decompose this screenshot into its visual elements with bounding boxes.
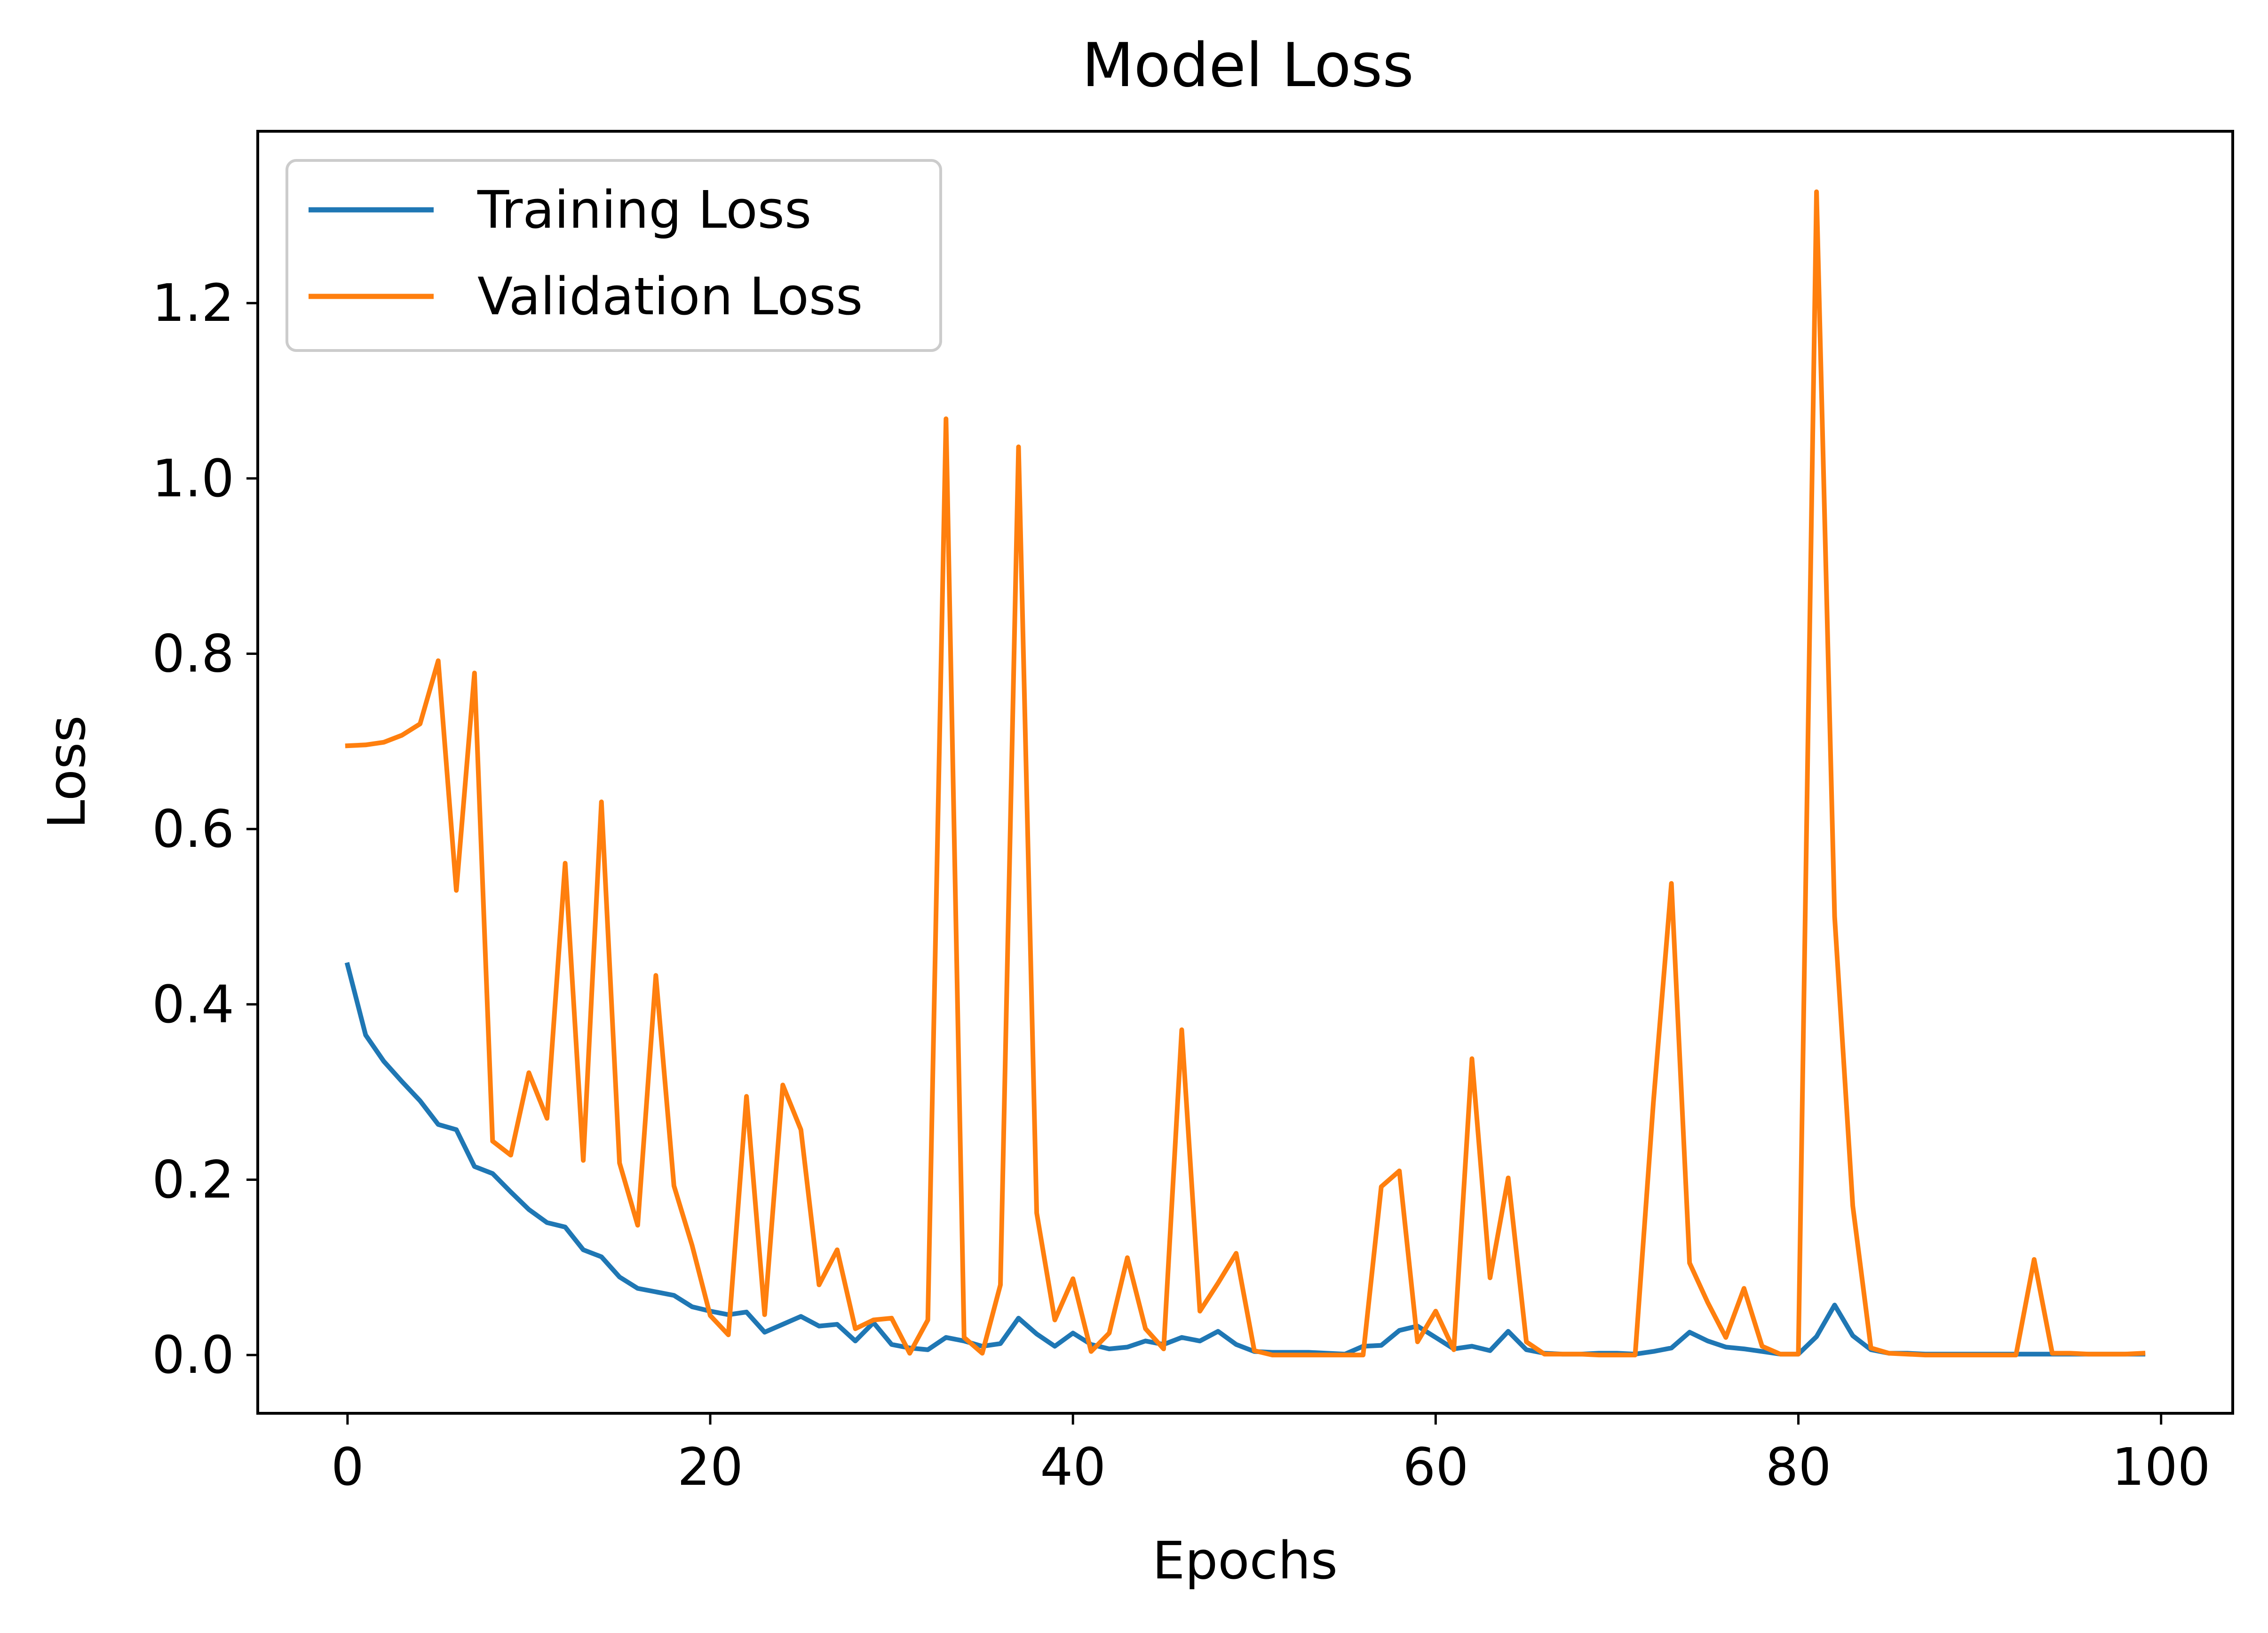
y-axis-label: Loss: [37, 715, 97, 828]
plot-area: [344, 189, 2146, 1358]
x-axis-label: Epochs: [1152, 1530, 1338, 1591]
y-tick-label: 1.2: [152, 273, 234, 333]
x-tick-label: 20: [677, 1437, 743, 1497]
y-tick-label: 0.4: [152, 974, 234, 1035]
series-line-training-loss: [344, 962, 2146, 1357]
x-tick-label: 40: [1040, 1437, 1106, 1497]
legend-label-validation: Validation Loss: [477, 266, 863, 327]
legend-box: [285, 159, 942, 352]
legend: Training Loss Validation Loss: [285, 159, 942, 352]
y-tick-label: 0.0: [152, 1325, 234, 1385]
axes-frame: [256, 130, 2234, 1415]
x-tick-label: 100: [2112, 1437, 2211, 1497]
chart-title: Model Loss: [1082, 31, 1414, 101]
x-tick-label: 60: [1403, 1437, 1468, 1497]
y-tick-label: 0.6: [152, 799, 234, 859]
legend-label-training: Training Loss: [477, 180, 811, 240]
y-axis: 0.0 0.2 0.4 0.6 0.8 1.0 1.2: [152, 273, 258, 1385]
y-tick-label: 0.2: [152, 1149, 234, 1210]
x-tick-label: 0: [331, 1437, 364, 1497]
series-line-validation-loss: [345, 189, 2146, 1358]
y-tick-label: 1.0: [152, 448, 234, 509]
x-axis: 0 20 40 60 80 100: [331, 1413, 2211, 1497]
x-tick-label: 80: [1766, 1437, 1832, 1497]
y-tick-label: 0.8: [152, 623, 234, 684]
